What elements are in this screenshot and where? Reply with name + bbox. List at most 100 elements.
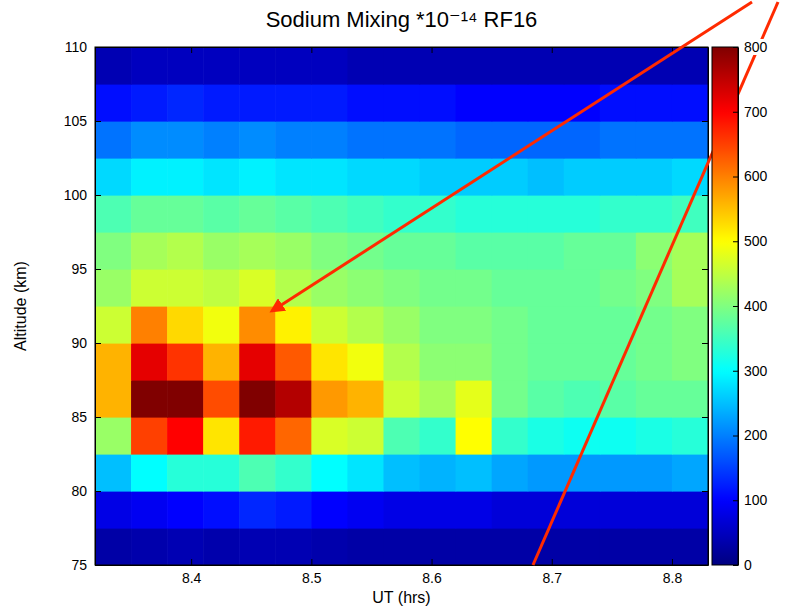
cell — [600, 269, 637, 307]
cell — [167, 158, 204, 196]
cell — [275, 121, 312, 159]
cell — [672, 380, 708, 418]
cell — [311, 306, 348, 344]
cell — [275, 417, 312, 455]
cell — [600, 158, 637, 196]
cell — [528, 47, 565, 85]
cell — [311, 47, 348, 85]
label-backing — [743, 39, 769, 55]
cell — [492, 454, 529, 492]
tick-mark — [311, 559, 312, 565]
tick-mark — [702, 121, 708, 122]
cell — [131, 454, 168, 492]
tick-mark — [95, 417, 101, 418]
cell — [492, 158, 529, 196]
tick: 0 — [733, 557, 753, 573]
cell — [311, 454, 348, 492]
cell — [275, 232, 312, 270]
cell — [275, 454, 312, 492]
cell — [383, 84, 420, 122]
axis-line — [95, 48, 96, 566]
cell — [636, 491, 673, 529]
cell — [492, 343, 529, 381]
cell — [239, 380, 276, 418]
tick: 8.6 — [422, 559, 442, 586]
cell — [311, 84, 348, 122]
cell — [383, 528, 420, 565]
cell — [167, 528, 204, 565]
tick-mark — [702, 343, 708, 344]
tick — [702, 565, 708, 566]
cell — [672, 84, 708, 122]
cell — [239, 417, 276, 455]
y-axis-title: Altitude (km) — [12, 261, 29, 351]
x-axis: 8.48.58.68.78.8 — [96, 559, 709, 586]
cell — [636, 306, 673, 344]
tick — [191, 47, 192, 53]
tick: 80 — [71, 483, 101, 499]
cell — [347, 528, 384, 565]
cell — [600, 121, 637, 159]
cell — [167, 121, 204, 159]
cell — [131, 306, 168, 344]
x-axis-top — [96, 47, 709, 53]
cell — [311, 121, 348, 159]
cell — [311, 195, 348, 233]
cell — [95, 47, 132, 85]
label-backing — [743, 233, 769, 249]
cell — [528, 417, 565, 455]
cell — [636, 528, 673, 565]
tick-label: 300 — [744, 363, 768, 379]
label-backing — [743, 363, 769, 379]
tick-label: 8.8 — [663, 570, 683, 586]
cell — [131, 417, 168, 455]
cell — [420, 158, 457, 196]
tick — [552, 47, 553, 53]
cell — [95, 343, 132, 381]
cell — [203, 306, 240, 344]
cell — [456, 306, 493, 344]
cell — [275, 306, 312, 344]
tick-label: 85 — [71, 409, 87, 425]
cell — [636, 343, 673, 381]
tick-label: 75 — [71, 557, 87, 573]
label-backing — [743, 427, 769, 443]
cell — [131, 269, 168, 307]
tick: 400 — [733, 298, 769, 314]
cell — [203, 232, 240, 270]
cell — [528, 232, 565, 270]
cell — [420, 232, 457, 270]
cell — [672, 47, 708, 85]
cell — [275, 380, 312, 418]
cell — [347, 306, 384, 344]
tick-mark — [95, 195, 101, 196]
arrow — [272, 2, 752, 311]
cell — [528, 491, 565, 529]
cell — [564, 158, 601, 196]
cell — [203, 47, 240, 85]
tick-mark — [733, 177, 738, 178]
tick: 85 — [71, 409, 101, 425]
cell — [95, 417, 132, 455]
cell — [95, 232, 132, 270]
cell — [492, 491, 529, 529]
cell — [456, 47, 493, 85]
colorbar — [712, 47, 738, 565]
cell — [672, 491, 708, 529]
tick-label: 500 — [744, 233, 768, 249]
cell — [275, 84, 312, 122]
cell — [672, 306, 708, 344]
tick: 8.4 — [182, 559, 202, 586]
cell — [275, 528, 312, 565]
tick — [702, 121, 708, 122]
tick-label: 95 — [71, 261, 87, 277]
tick-label: 8.5 — [302, 570, 322, 586]
cell — [203, 380, 240, 418]
cell — [672, 343, 708, 381]
cell — [167, 84, 204, 122]
cell — [167, 454, 204, 492]
tick: 8.5 — [302, 559, 322, 586]
cell — [95, 158, 132, 196]
cell — [600, 417, 637, 455]
label-backing — [743, 298, 769, 314]
